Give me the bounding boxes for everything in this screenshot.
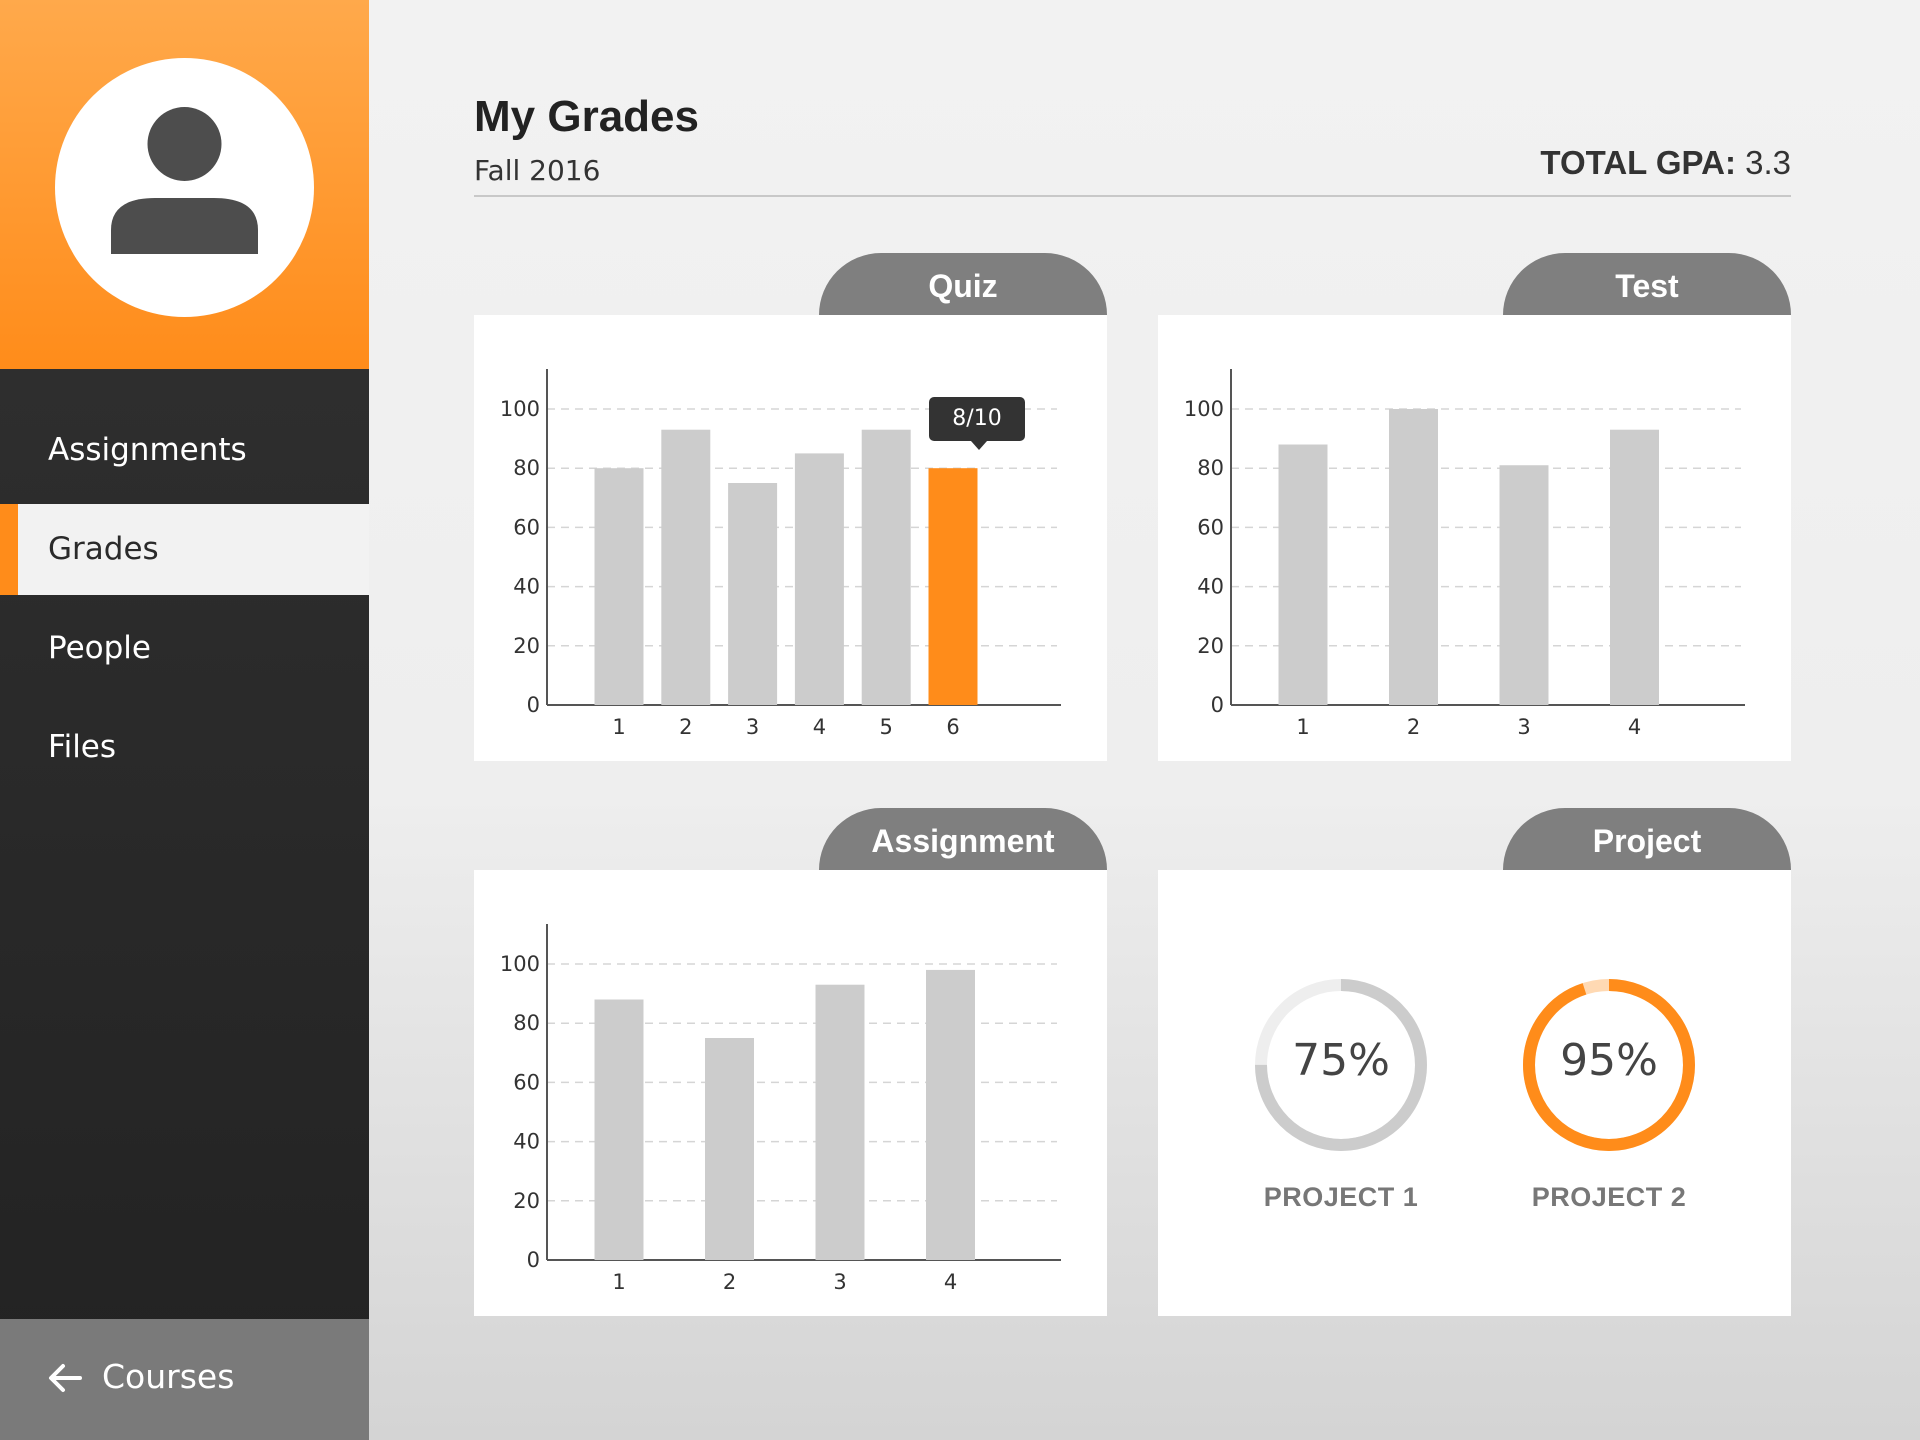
y-tick-label: 40 [513,575,540,599]
x-tick-label: 2 [1407,715,1420,739]
sidebar: Assignments Grades People Files Courses [0,0,369,1440]
bar [661,429,711,705]
sidebar-nav: Assignments Grades People Files [0,405,369,801]
bar [1389,409,1438,705]
bar [1499,465,1549,705]
x-tick-label: 2 [679,715,692,739]
x-tick-label: 1 [612,1270,625,1294]
user-icon [111,107,258,254]
bar [594,999,644,1260]
y-tick-label: 0 [527,1248,540,1272]
y-tick-label: 0 [1211,693,1224,717]
page-title: My Grades [474,92,699,141]
bar [926,969,975,1260]
x-tick-label: 4 [1628,715,1641,739]
bar [1278,444,1328,705]
project-2-donut [1523,979,1695,1151]
gpa-label: TOTAL GPA: [1540,144,1736,181]
bar [928,468,978,705]
y-tick-label: 20 [1197,634,1224,658]
x-tick-label: 5 [880,715,893,739]
tab-quiz[interactable]: Quiz [819,253,1107,315]
header-divider [474,195,1791,197]
arrow-left-icon [49,1364,82,1392]
tab-test[interactable]: Test [1503,253,1791,315]
profile-header [0,0,369,369]
project-2-percent: 95% [1560,1035,1658,1086]
avatar[interactable] [55,58,314,317]
x-tick-label: 3 [833,1270,846,1294]
assignment-chart: 0 20 40 60 80 100 1 2 3 4 [500,924,1061,1294]
quiz-card: 0 20 40 60 80 100 1 2 3 4 5 6 [474,315,1107,761]
y-tick-label: 100 [500,952,540,976]
y-tick-label: 60 [513,515,540,539]
y-tick-label: 40 [513,1130,540,1154]
bar [815,984,865,1260]
bar [594,468,644,705]
project-1-donut [1255,979,1427,1151]
courses-back-button[interactable]: Courses [0,1319,369,1440]
x-tick-label: 6 [946,715,959,739]
page-subtitle: Fall 2016 [474,154,601,187]
x-tick-label: 1 [612,715,625,739]
project-2-label: PROJECT 2 [1531,1182,1687,1212]
sidebar-item-people[interactable]: People [48,630,151,666]
assignment-card: 0 20 40 60 80 100 1 2 3 4 [474,870,1107,1316]
bar [728,483,778,705]
y-tick-label: 100 [1184,397,1224,421]
x-tick-label: 2 [723,1270,736,1294]
sidebar-item-assignments[interactable]: Assignments [48,432,247,468]
quiz-tooltip: 8/10 [929,397,1025,450]
donut-progress [1255,979,1427,1151]
bar [1610,429,1659,705]
x-tick-label: 4 [944,1270,957,1294]
y-tick-label: 40 [1197,575,1224,599]
sidebar-item-grades[interactable]: Grades [0,504,369,595]
test-card: 0 20 40 60 80 100 1 2 3 4 [1158,315,1791,761]
donut-progress [1523,979,1695,1151]
test-chart: 0 20 40 60 80 100 1 2 3 4 [1184,369,1745,739]
courses-label: Courses [102,1357,235,1396]
y-tick-label: 20 [513,634,540,658]
y-tick-label: 0 [527,693,540,717]
y-tick-label: 80 [513,456,540,480]
y-tick-label: 80 [1197,456,1224,480]
x-tick-label: 1 [1296,715,1309,739]
tab-project[interactable]: Project [1503,808,1791,870]
tab-assignment[interactable]: Assignment [819,808,1107,870]
total-gpa: TOTAL GPA: 3.3 [1540,144,1791,182]
x-tick-label: 3 [1517,715,1530,739]
bar [794,453,844,705]
gpa-value: 3.3 [1745,144,1791,181]
y-tick-label: 20 [513,1189,540,1213]
project-1-label: PROJECT 1 [1263,1182,1419,1212]
x-tick-label: 4 [813,715,826,739]
x-tick-label: 3 [746,715,759,739]
project-1-percent: 75% [1292,1035,1390,1086]
y-tick-label: 100 [500,397,540,421]
bar [861,429,911,705]
sidebar-item-files[interactable]: Files [48,729,117,765]
y-tick-label: 60 [513,1070,540,1094]
project-card: 75% PROJECT 1 95% PROJECT 2 [1158,870,1791,1316]
bar [705,1038,754,1260]
y-tick-label: 80 [513,1011,540,1035]
y-tick-label: 60 [1197,515,1224,539]
quiz-chart: 0 20 40 60 80 100 1 2 3 4 5 6 [500,369,1061,739]
